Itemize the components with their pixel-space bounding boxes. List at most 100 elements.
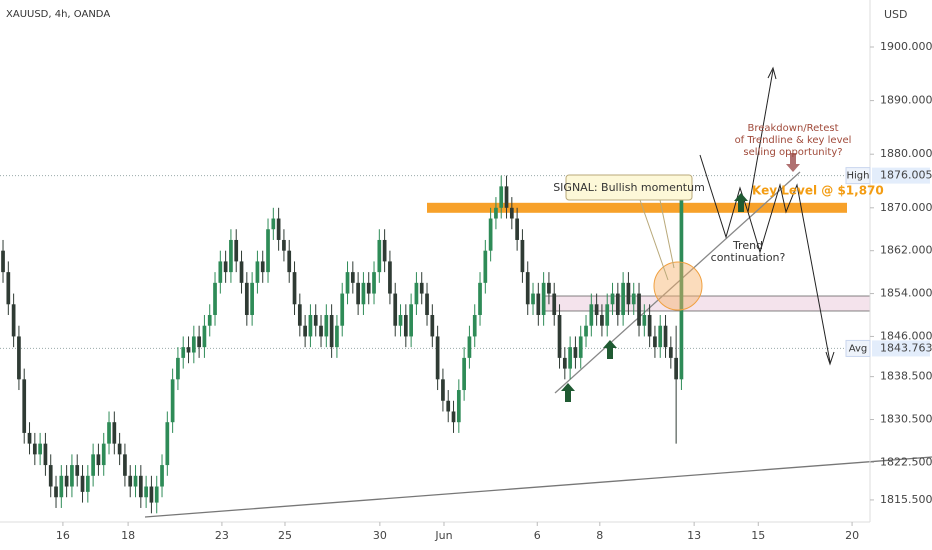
x-tick-label: Jun [434,529,452,542]
candle-body [520,239,525,273]
x-tick-label: 18 [121,529,135,542]
candle-body [96,454,101,466]
candle-body [22,379,27,433]
candle-body [112,422,117,444]
up-arrow [734,193,748,212]
candle-body [17,336,21,380]
candle-body [467,336,472,358]
candle-body [107,422,111,444]
candle-body [483,250,488,283]
price-line-value-box [872,167,930,184]
candle-body [541,282,546,316]
candle-body [398,315,403,326]
candle-body [642,315,647,326]
candle-body [229,239,233,273]
candle-body [536,293,541,316]
price-line-value-box [872,340,930,357]
signal-box [565,174,693,201]
candle-body [313,315,318,326]
up-arrow [603,340,617,359]
candle-body [213,282,217,316]
y-tick-label: 1900.000 [880,40,932,53]
y-tick-label: 1830.500 [880,413,932,426]
x-tick-label: 15 [751,529,765,542]
trend-text: continuation? [711,251,786,264]
candle-body [80,475,85,492]
candle-body [350,272,355,283]
candle-body [446,400,451,412]
candle-body [356,282,360,305]
price-line-name-box [845,339,871,357]
projection-path [699,154,831,363]
candle-body [266,229,270,273]
highlight-circle [653,261,703,311]
candle-body [43,443,48,466]
candle-body [133,475,138,487]
candle-body [1,250,5,273]
price-line-name: Avg [849,343,868,354]
candle-body [59,475,64,498]
x-tick-label: 13 [687,529,701,542]
candle-body [425,293,429,316]
candle-body [287,250,292,273]
price-line-name-box [845,167,871,185]
candle-body [297,304,302,326]
candle-body [462,357,466,391]
candle-body [366,282,371,294]
candle-body [668,347,673,358]
candle-body [573,347,578,358]
candle-body [223,261,228,273]
y-tick-label: 1846.000 [880,329,932,342]
candle-body [382,239,387,262]
candle-body [605,304,610,326]
candle-body [430,315,435,337]
candle-body [303,325,307,337]
x-tick-label: 8 [596,529,603,542]
callout-pointer [639,199,669,281]
candle-body [197,336,201,348]
candle-body [207,315,212,326]
candle-body [128,475,133,487]
candle-body [388,261,392,294]
candle-body [679,186,684,380]
y-tick-label: 1870.000 [880,201,932,214]
breakdown-text: of Trendline & key level [735,135,852,146]
candle-body [149,486,154,503]
candle-body [85,475,90,492]
x-tick-label: 25 [278,529,292,542]
candle-body [610,293,615,305]
candle-body [186,347,191,353]
candle-body [451,411,456,423]
candle-body [414,282,419,305]
candle-body [54,486,58,498]
candle-body [653,336,657,348]
trend-text: Trend [732,239,763,252]
axis-unit: USD [884,8,908,21]
candle-body [409,304,413,337]
candle-body [154,486,159,503]
signal-text: SIGNAL: Bullish momentum [553,181,705,194]
candle-body [292,272,297,305]
candle-body [663,325,668,348]
y-tick-label: 1822.500 [880,455,932,468]
candle-body [271,218,276,230]
candle-body [637,293,641,326]
candle-body [160,465,164,487]
candle-body [64,475,69,487]
y-tick-label: 1862.000 [880,244,932,257]
candle-body [117,443,122,455]
candle-body [329,315,334,348]
candle-body [335,325,339,348]
candle-body [393,293,398,326]
candle-body [403,315,408,337]
candle-body [562,357,567,369]
candle-body [441,379,445,401]
candle-body [234,239,239,262]
candle-body [260,261,265,273]
candle-body [372,272,376,294]
y-tick-label: 1838.500 [880,370,932,383]
price-line-value: 1876.005 [880,169,932,182]
candle-body [621,282,625,316]
candle-body [435,336,440,380]
candle-body [589,304,594,326]
